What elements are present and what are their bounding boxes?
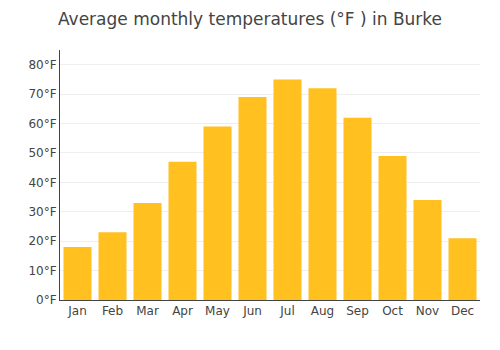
- svg-text:Jun: Jun: [242, 304, 262, 318]
- svg-text:80°F: 80°F: [28, 58, 56, 72]
- svg-text:Dec: Dec: [451, 304, 474, 318]
- svg-text:Sep: Sep: [346, 304, 369, 318]
- svg-text:Average monthly temperatures (: Average monthly temperatures (°F ) in Bu…: [58, 9, 442, 29]
- svg-text:Jul: Jul: [279, 304, 294, 318]
- svg-text:Oct: Oct: [382, 304, 403, 318]
- svg-text:50°F: 50°F: [28, 146, 56, 160]
- svg-text:Feb: Feb: [102, 304, 123, 318]
- svg-text:30°F: 30°F: [28, 205, 56, 219]
- svg-text:20°F: 20°F: [28, 234, 56, 248]
- svg-text:Mar: Mar: [136, 304, 159, 318]
- svg-text:Nov: Nov: [416, 304, 439, 318]
- svg-text:Aug: Aug: [311, 304, 334, 318]
- svg-text:10°F: 10°F: [28, 264, 56, 278]
- svg-text:40°F: 40°F: [28, 176, 56, 190]
- svg-text:60°F: 60°F: [28, 117, 56, 131]
- svg-text:May: May: [205, 304, 230, 318]
- svg-text:0°F: 0°F: [36, 293, 57, 307]
- svg-text:70°F: 70°F: [28, 87, 56, 101]
- svg-text:Apr: Apr: [172, 304, 193, 318]
- svg-text:Jan: Jan: [67, 304, 87, 318]
